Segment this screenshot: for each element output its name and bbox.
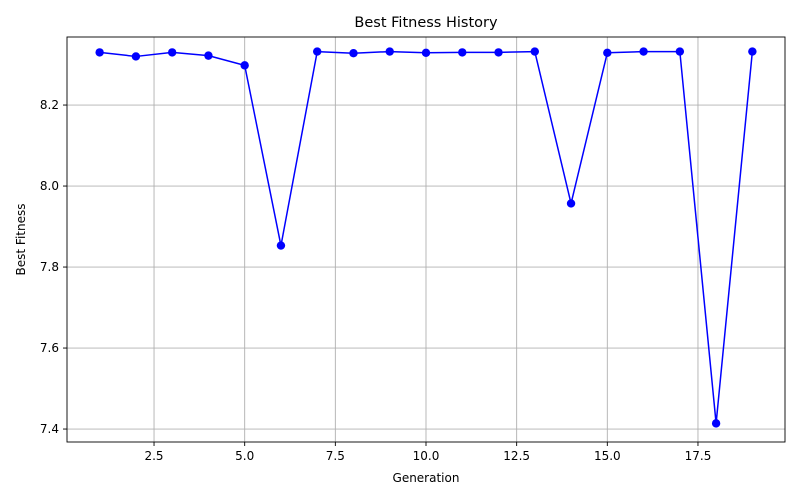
x-tick-label: 2.5 bbox=[144, 449, 163, 463]
y-axis-label: Best Fitness bbox=[14, 204, 28, 276]
x-tick-label: 12.5 bbox=[503, 449, 530, 463]
data-point bbox=[748, 47, 757, 56]
grid-lines bbox=[67, 37, 785, 442]
data-point bbox=[95, 48, 104, 57]
data-point bbox=[711, 419, 721, 428]
data-point bbox=[421, 48, 431, 57]
plot-frame bbox=[66, 36, 786, 443]
data-point bbox=[566, 199, 576, 208]
data-point bbox=[458, 48, 467, 57]
x-tick-label: 15.0 bbox=[594, 449, 621, 463]
data-point bbox=[603, 48, 612, 57]
y-tick-label: 7.8 bbox=[40, 260, 59, 274]
data-point bbox=[530, 47, 539, 56]
data-point bbox=[167, 48, 177, 57]
y-tick-label: 7.6 bbox=[40, 341, 59, 355]
data-point bbox=[675, 47, 685, 56]
chart-title: Best Fitness History bbox=[354, 15, 498, 31]
axis-ticks: 2.5 5.0 7.5 10.0 12.5 15.0 17.5 7.4 7.6 7.8 8.0 8.2 bbox=[40, 98, 711, 463]
y-tick-label: 8.0 bbox=[40, 179, 59, 193]
x-tick-label: 7.5 bbox=[326, 449, 345, 463]
data-point bbox=[349, 49, 358, 58]
y-tick-label: 8.2 bbox=[40, 98, 59, 112]
y-tick-label: 7.4 bbox=[40, 422, 59, 436]
data-point bbox=[313, 47, 322, 56]
data-point bbox=[240, 61, 249, 70]
data-point bbox=[276, 241, 286, 250]
x-axis-label: Generation bbox=[393, 471, 460, 485]
x-tick-label: 17.5 bbox=[685, 449, 712, 463]
data-point bbox=[131, 52, 141, 61]
x-tick-label: 5.0 bbox=[235, 449, 254, 463]
series-layer bbox=[95, 47, 757, 428]
data-point bbox=[385, 47, 394, 56]
data-point bbox=[204, 51, 213, 60]
x-tick-label: 10.0 bbox=[413, 449, 440, 463]
data-point bbox=[639, 47, 648, 56]
data-point bbox=[494, 48, 503, 57]
